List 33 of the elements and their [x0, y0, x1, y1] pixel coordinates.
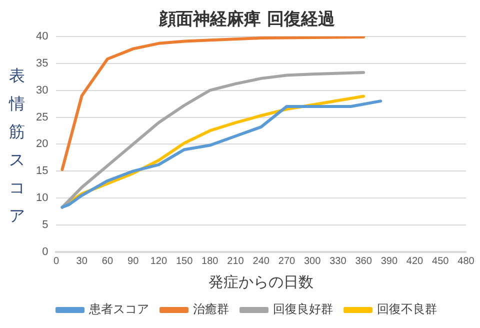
y-tick-label: 20: [36, 138, 48, 150]
x-tick-label: 450: [432, 256, 450, 267]
y-tick-label: 35: [36, 57, 48, 70]
y-tick-label: 25: [36, 111, 48, 124]
x-axis-title: 発症からの日数: [208, 274, 314, 292]
x-tick-label: 90: [128, 256, 140, 267]
x-tick-label: 420: [406, 256, 424, 267]
x-tick-label: 270: [278, 256, 296, 267]
x-tick-label: 360: [355, 256, 372, 267]
y-tick-label: 40: [36, 30, 48, 42]
x-tick-label: 120: [150, 256, 168, 267]
x-tick-label: 60: [102, 256, 114, 267]
x-tick-label: 330: [330, 256, 347, 267]
legend-label: 治癒群: [193, 302, 229, 316]
y-tick-label: 5: [42, 219, 48, 232]
x-tick-label: 0: [53, 256, 60, 267]
x-tick-label: 390: [380, 256, 398, 267]
x-tick-label: 180: [202, 256, 219, 267]
y-tick-label: 10: [36, 192, 48, 204]
legend-label: 回復不良群: [377, 302, 437, 316]
x-tick-label: 240: [252, 256, 270, 267]
legend-label: 患者スコア: [88, 302, 149, 316]
x-tick-label: 480: [458, 256, 475, 267]
y-axis-title: 表情筋スコア: [8, 65, 26, 227]
x-tick-label: 30: [76, 256, 88, 267]
x-tick-label: 300: [304, 256, 322, 267]
x-tick-label: 210: [227, 256, 244, 267]
y-tick-label: 0: [42, 246, 48, 258]
legend-label: 回復良好群: [273, 302, 333, 316]
y-tick-label: 30: [36, 84, 48, 96]
chart-title: 顔面神経麻痺 回復経過: [158, 10, 335, 30]
y-tick-label: 15: [36, 165, 48, 178]
x-tick-label: 150: [176, 256, 194, 267]
